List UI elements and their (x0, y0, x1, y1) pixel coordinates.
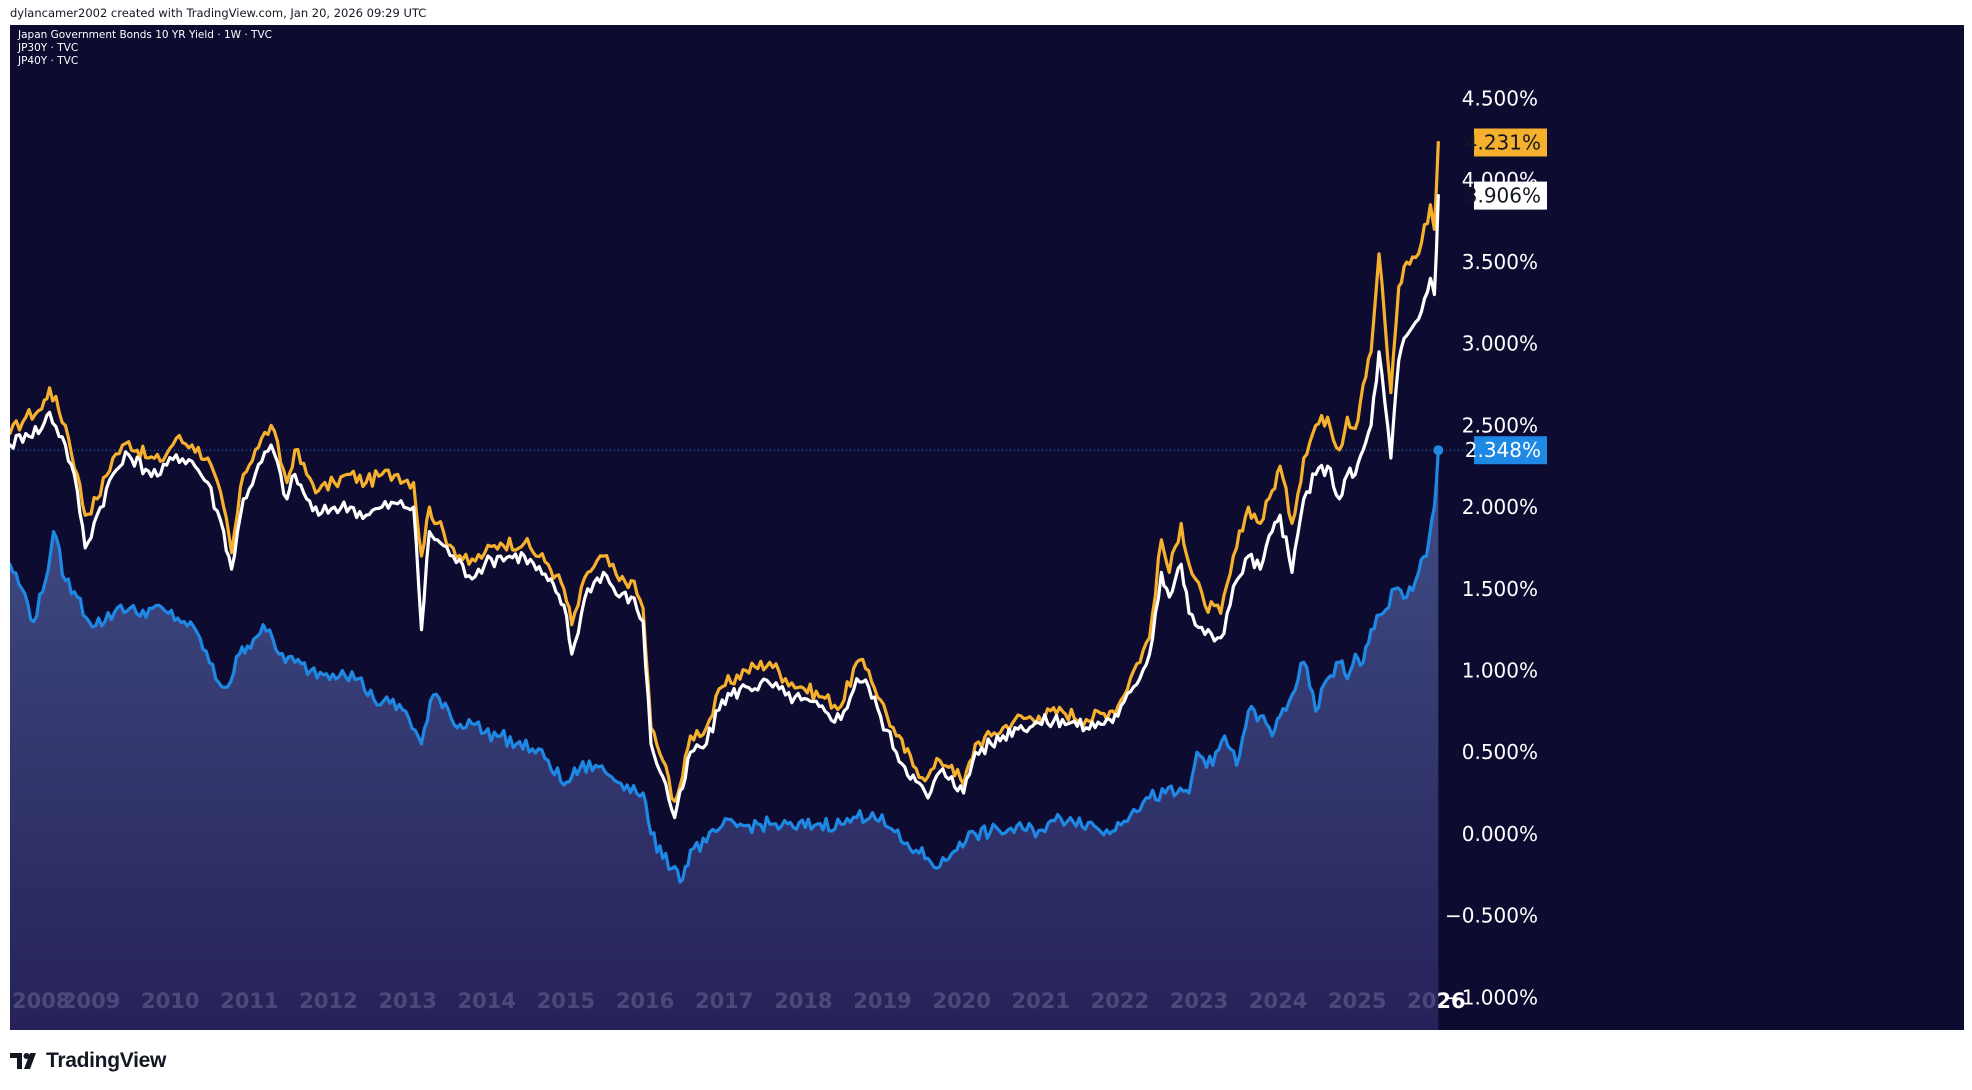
y-tick-label: 0.000% (1462, 822, 1538, 846)
jp10y-price-badge-bg (1474, 436, 1547, 465)
tradingview-mark-icon (10, 1053, 40, 1069)
y-tick-label: 3.000% (1462, 332, 1538, 356)
y-tick-label: 1.000% (1462, 658, 1538, 682)
y-tick-label: 2.500% (1462, 413, 1538, 437)
y-tick-label: 0.500% (1462, 740, 1538, 764)
legend-jp40y[interactable]: JP40Y · TVC (18, 55, 79, 67)
tradingview-brand-name: TradingView (46, 1049, 167, 1072)
chart-canvas[interactable]: 4.500%4.000%3.500%3.000%2.500%2.000%1.50… (10, 25, 1964, 1030)
jp40y-price-badge-label: 4.231% (1465, 130, 1541, 154)
jp40y-price-badge-bg (1474, 128, 1547, 157)
y-tick-label: 4.500% (1462, 87, 1538, 111)
y-tick-label: 2.000% (1462, 495, 1538, 519)
y-tick-label: 3.500% (1462, 250, 1538, 274)
jp30y-price-badge-label: 3.906% (1465, 184, 1541, 208)
tradingview-logo[interactable]: TradingView (10, 1049, 166, 1073)
y-tick-label: −1.000% (1445, 985, 1538, 1009)
jp40y-line[interactable] (10, 140, 1440, 803)
legend-jp10y[interactable]: Japan Government Bonds 10 YR Yield · 1W … (18, 29, 272, 41)
jp10y-price-badge-label: 2.348% (1465, 438, 1541, 462)
y-tick-label: 1.500% (1462, 577, 1538, 601)
jp30y-line[interactable] (10, 194, 1440, 820)
jp40y-price-badge: 4.231% (1465, 128, 1547, 157)
jp10y-line[interactable] (10, 448, 1440, 884)
legend-jp30y[interactable]: JP30Y · TVC (18, 42, 79, 54)
jp10y-price-badge: 2.348% (1465, 436, 1547, 465)
price-badges: 4.231% 3.906% 2.348% (1465, 128, 1547, 465)
jp10y-area-fill (10, 450, 1439, 1030)
y-tick-label: −0.500% (1445, 904, 1538, 928)
chart-panel[interactable]: 4.500% 4.000% 3.500% 3.000% 2.500% 2.000% 1.50… (10, 25, 1964, 1030)
jp30y-price-badge: 3.906% (1465, 181, 1547, 210)
y-axis[interactable]: 4.500%4.000%3.500%3.000%2.500%2.000%1.50… (1445, 87, 1538, 1010)
attribution-text: dylancamer2002 created with TradingView.… (10, 6, 427, 20)
series-layer (10, 140, 1444, 1030)
jp30y-price-badge-bg (1474, 181, 1547, 210)
jp10y-last-point (1433, 445, 1444, 456)
